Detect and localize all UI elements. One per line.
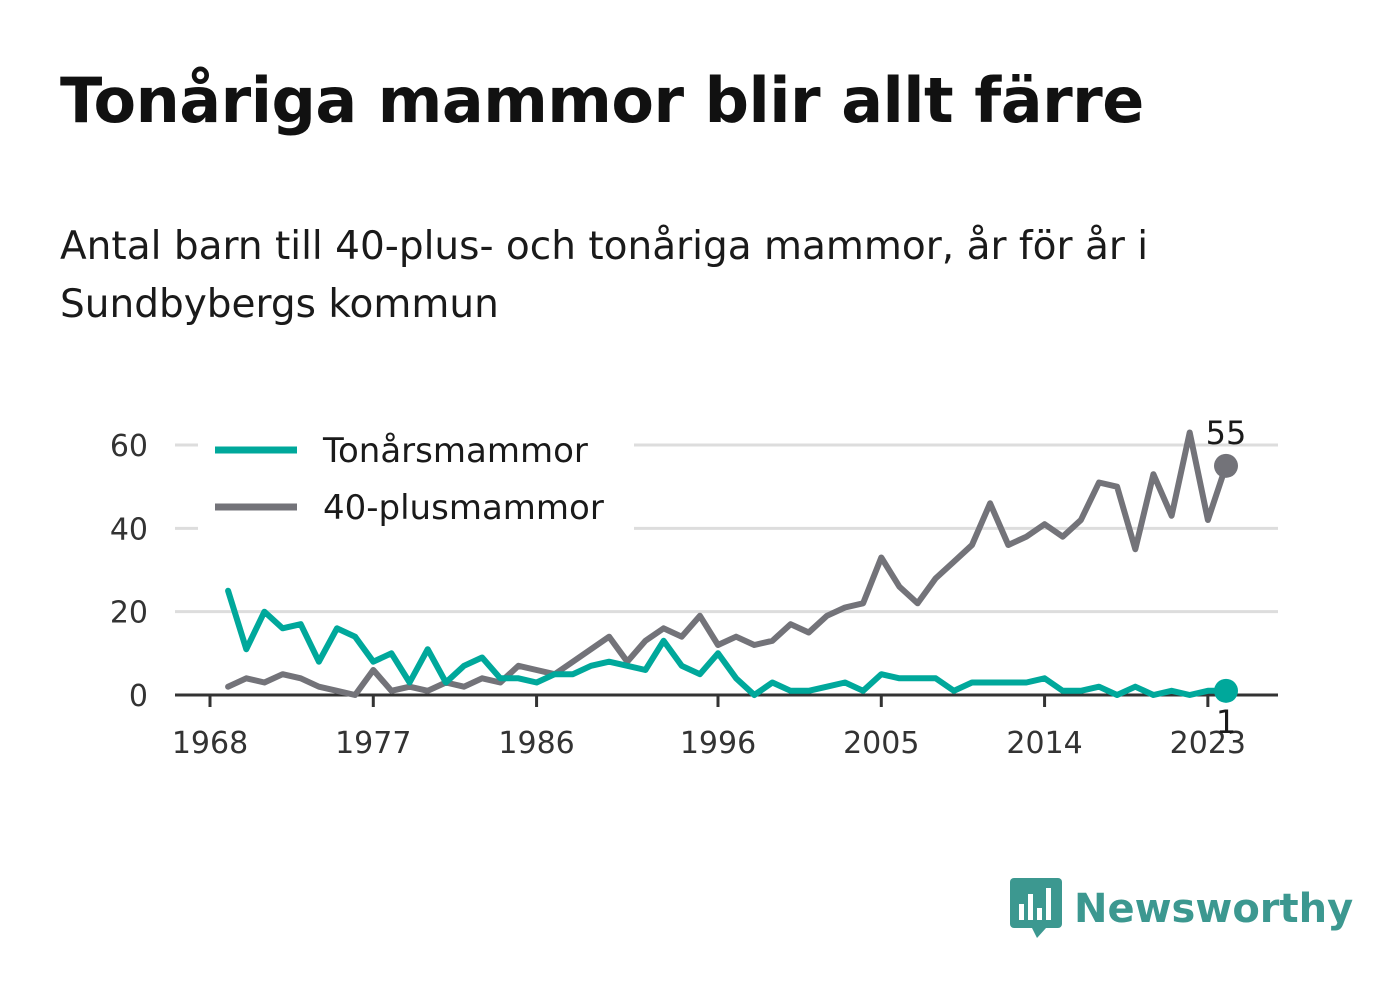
end-label-1: 55 (1206, 414, 1247, 452)
end-marker-1 (1214, 453, 1238, 478)
end-markers: 55 1 (1206, 414, 1247, 741)
y-tick-label-40: 40 (110, 512, 148, 547)
newsworthy-logo: Newsworthy (1010, 878, 1353, 940)
x-tick-label-2005: 2005 (843, 726, 919, 761)
legend-label-0: Tonårsmammor (322, 431, 588, 471)
x-tick-label-1968: 1968 (172, 726, 248, 761)
x-axis (175, 693, 1278, 707)
legend: Tonårsmammor 40-plusmammor (198, 418, 634, 546)
series-line-1 (225, 429, 1229, 698)
x-tick-label-1977: 1977 (335, 726, 411, 761)
x-axis-tick-labels: 1968 1977 1986 1996 2005 2014 2023 (172, 726, 1246, 761)
legend-background (198, 418, 634, 546)
bar-chart-speech-bubble-icon (1010, 878, 1062, 938)
brand-name: Newsworthy (1074, 886, 1354, 932)
y-tick-label-20: 20 (110, 596, 148, 631)
x-tick-label-2023: 2023 (1170, 726, 1246, 761)
y-tick-label-60: 60 (110, 429, 148, 464)
x-tick-label-1986: 1986 (498, 726, 574, 761)
x-tick-label-2014: 2014 (1006, 726, 1082, 761)
end-label-0: 1 (1216, 703, 1236, 741)
chart-title: Tonåriga mammor blir allt färre (60, 64, 1144, 137)
series-line-0 (225, 587, 1229, 698)
end-marker-0 (1214, 678, 1238, 703)
y-tick-label-0: 0 (129, 679, 148, 714)
legend-label-1: 40-plusmammor (323, 488, 604, 528)
chart-subtitle: Antal barn till 40-plus- och tonåriga ma… (60, 224, 1149, 327)
y-axis-tick-labels: 0 20 40 60 (110, 429, 148, 714)
x-tick-label-1996: 1996 (680, 726, 756, 761)
series-lines (225, 429, 1229, 698)
